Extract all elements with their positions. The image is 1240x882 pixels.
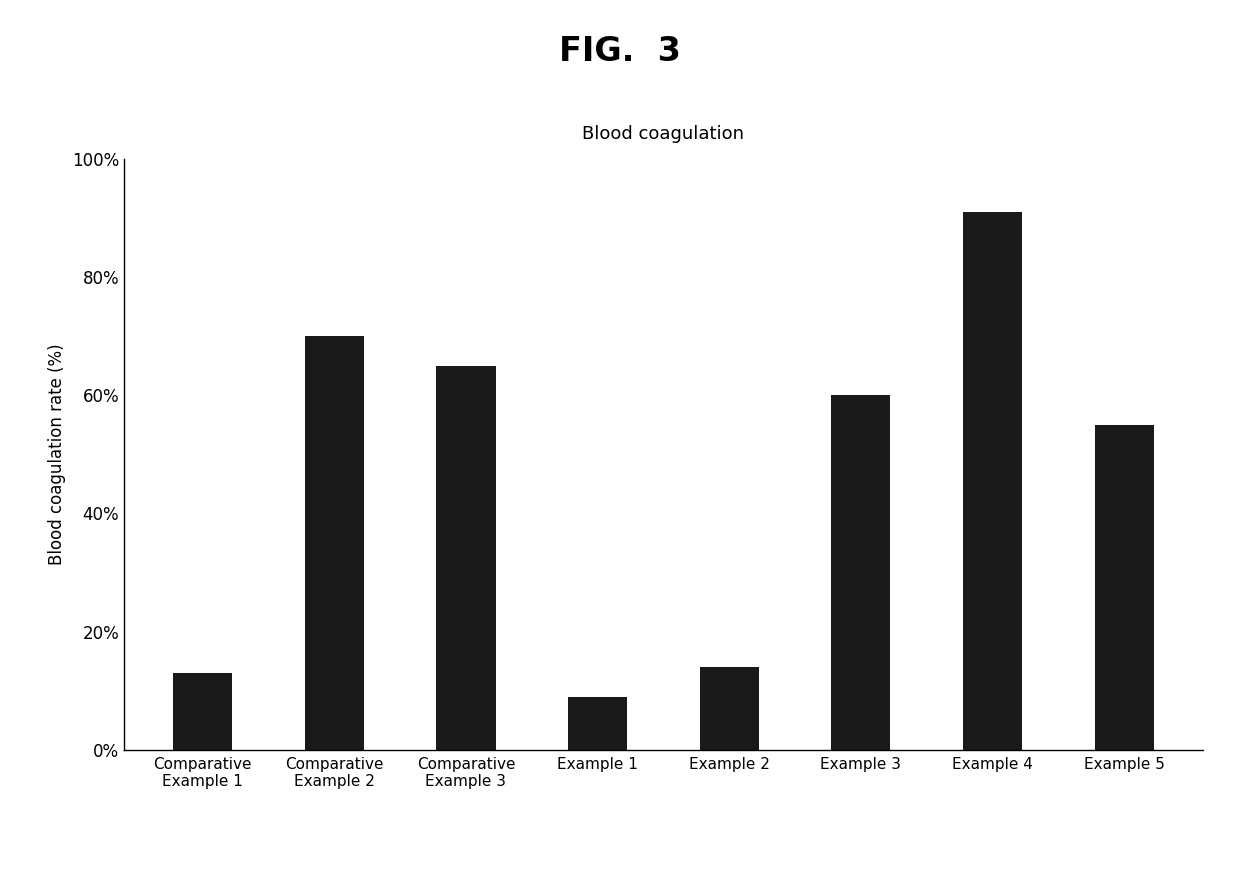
Bar <box>831 395 890 750</box>
Title: Blood coagulation: Blood coagulation <box>583 125 744 143</box>
Text: FIG.  3: FIG. 3 <box>559 35 681 68</box>
Bar <box>436 365 496 750</box>
Bar <box>174 673 232 750</box>
Bar <box>568 697 627 750</box>
Y-axis label: Blood coagulation rate (%): Blood coagulation rate (%) <box>48 343 66 565</box>
Bar <box>1095 424 1153 750</box>
Bar <box>305 336 363 750</box>
Bar <box>699 667 759 750</box>
Bar <box>963 212 1022 750</box>
